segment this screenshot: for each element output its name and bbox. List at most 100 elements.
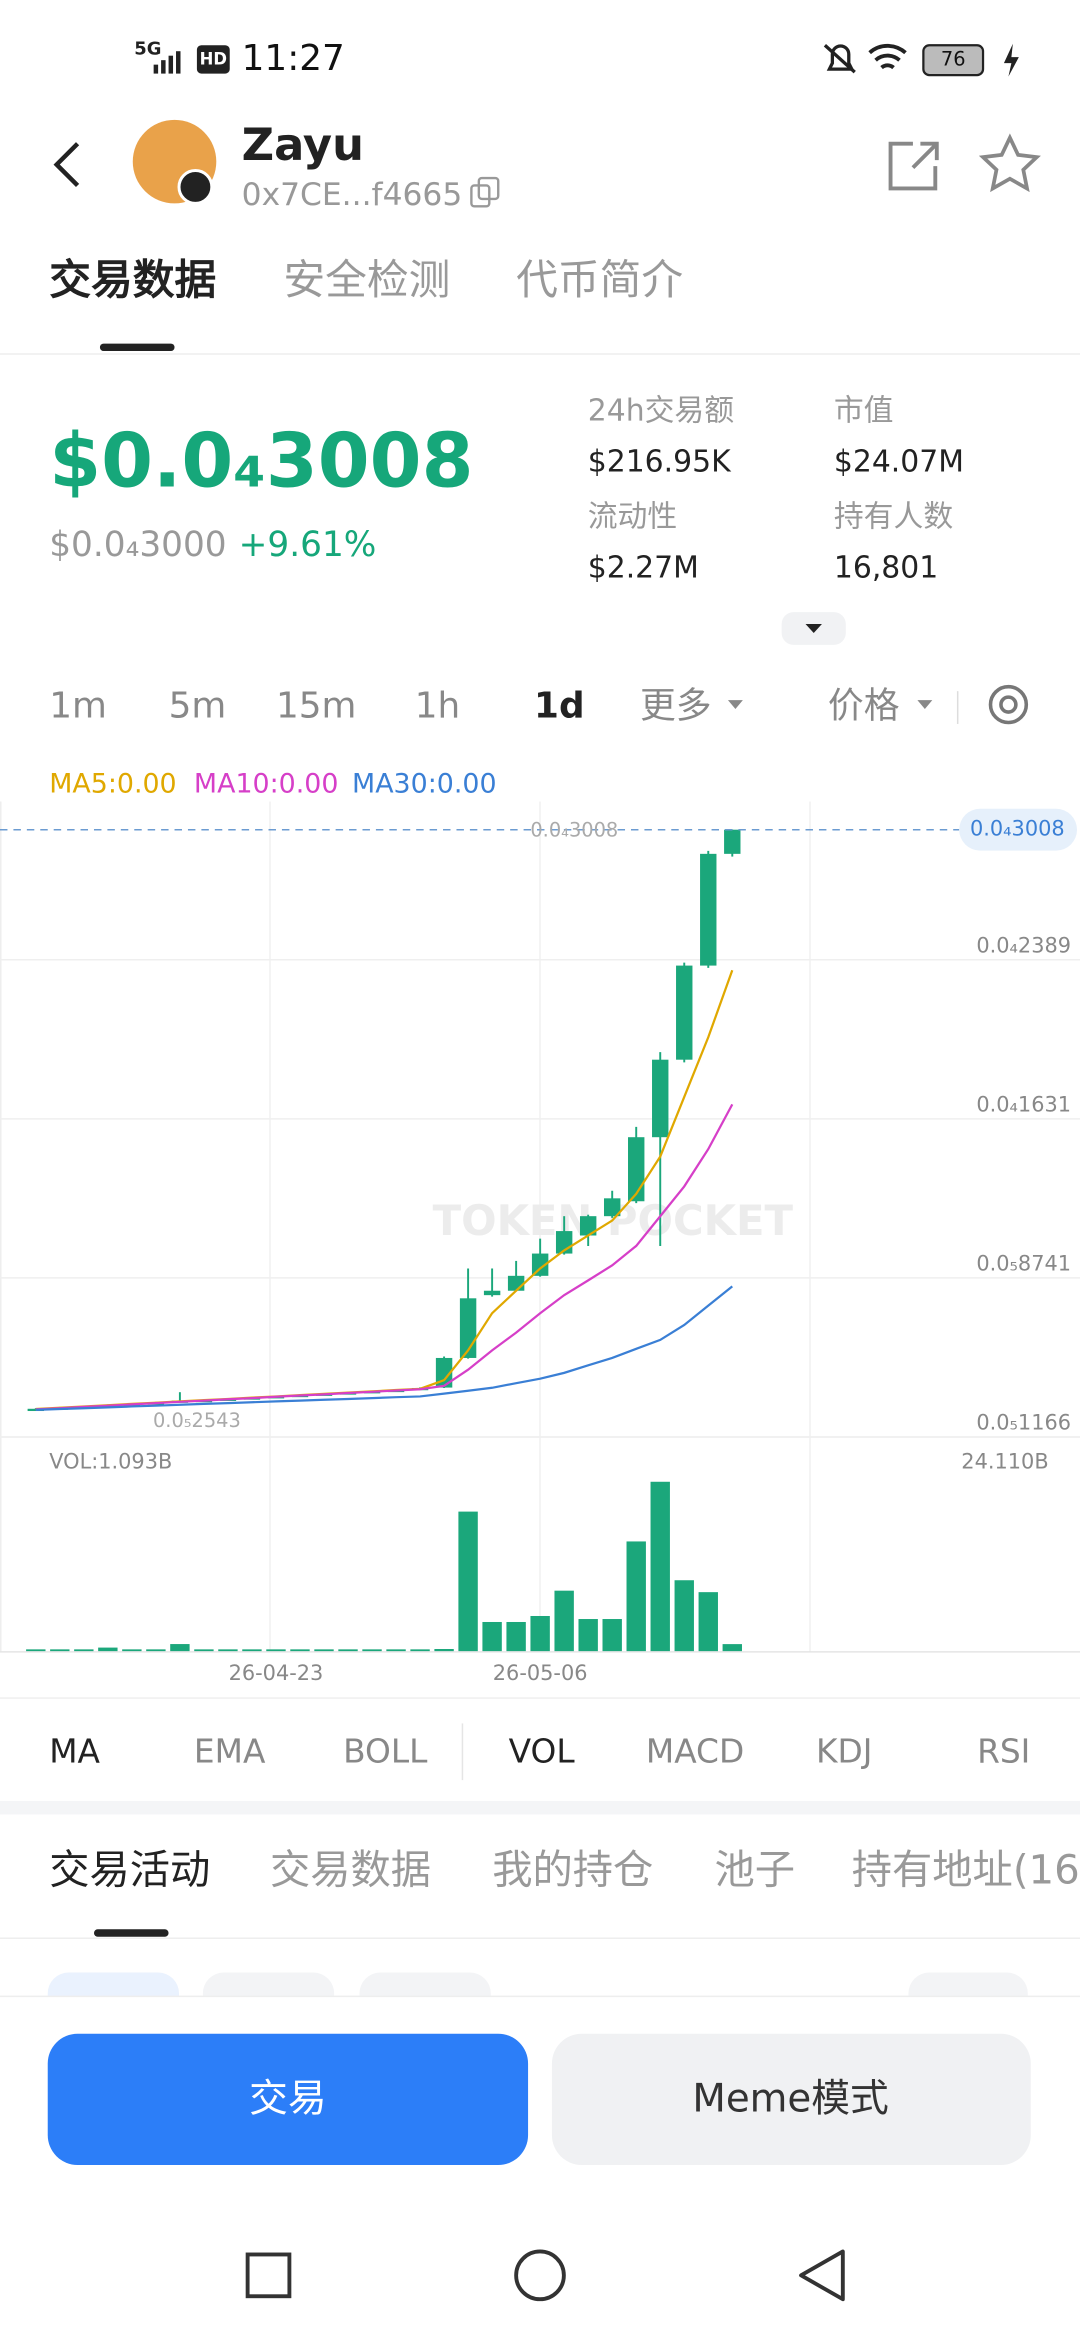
tab-indicator [93, 1929, 169, 1937]
volume-bar [266, 1649, 286, 1652]
volume-bar [314, 1649, 334, 1652]
share-button[interactable] [888, 141, 939, 191]
volume-bar [698, 1592, 718, 1652]
current-price-badge [959, 808, 1078, 851]
interval-more[interactable]: 更多 [640, 686, 712, 727]
candle-body [27, 1408, 45, 1412]
trade-button[interactable] [47, 2033, 529, 2165]
charging-icon [1003, 43, 1019, 77]
volume-bar [626, 1541, 646, 1652]
indicator[interactable]: EMA [194, 1733, 266, 1771]
tab[interactable]: 交易活动 [49, 1848, 210, 1894]
interval[interactable]: 5m [169, 686, 227, 727]
stat-label: 市值 [834, 394, 894, 429]
tab[interactable]: 我的持仓 [492, 1848, 653, 1894]
dropdown-arrow [917, 700, 933, 710]
chain-badge [177, 169, 214, 205]
volume-bar [458, 1511, 478, 1652]
interval[interactable]: 1h [415, 686, 460, 727]
indicator[interactable]: KDJ [816, 1733, 872, 1771]
x-tick-label: 26-04-23 [229, 1661, 324, 1685]
candle-body [483, 1290, 501, 1296]
indicator[interactable]: BOLL [343, 1733, 428, 1771]
volume-bar [242, 1649, 262, 1652]
volume-bar [362, 1649, 382, 1652]
settings-button[interactable] [988, 684, 1029, 725]
candle-body [676, 965, 693, 1060]
hd-badge [196, 45, 230, 74]
tab-indicator [99, 343, 175, 352]
indicator[interactable]: MA [49, 1733, 100, 1771]
volume-bar [26, 1649, 46, 1652]
favorite-button[interactable] [978, 133, 1041, 193]
previous-price: $0.0₄3000 [49, 525, 226, 565]
x-tick-label: 26-05-06 [493, 1661, 588, 1685]
ma-legend: MA30:0.00 [352, 769, 497, 800]
stat-label: 持有人数 [834, 500, 953, 535]
candle-body [724, 829, 741, 854]
tab[interactable]: 安全检测 [283, 255, 450, 304]
meme-button[interactable] [551, 2033, 1031, 2165]
interval[interactable]: 1d [534, 686, 585, 727]
candle-body [435, 1357, 453, 1388]
volume-bar [146, 1649, 166, 1652]
trade-button-label: 交易 [249, 2076, 327, 2121]
expand-arrow [805, 624, 822, 633]
section-gap [0, 1800, 1080, 1815]
high-marker: 0.0₄3008 [530, 819, 618, 842]
price-change: +9.61% [239, 525, 377, 565]
current-price-label: 0.0₄3008 [970, 817, 1065, 841]
nav-recents[interactable] [245, 2252, 292, 2299]
interval[interactable]: 15m [276, 686, 356, 727]
chart-mode[interactable]: 价格 [828, 686, 900, 727]
tab[interactable]: 交易数据 [270, 1848, 431, 1894]
volume-bar [122, 1649, 142, 1652]
y-tick-label: 0.0₅8741 [976, 1251, 1071, 1275]
tab[interactable]: 交易数据 [49, 255, 216, 304]
tab[interactable]: 池子 [715, 1848, 796, 1894]
volume-bar [410, 1649, 430, 1652]
volume-bar [434, 1649, 454, 1652]
nav-home[interactable] [514, 2249, 566, 2302]
volume-bar [722, 1644, 742, 1652]
low-marker: 0.0₅2543 [153, 1409, 241, 1432]
ma-line [35, 1285, 733, 1411]
volume-bar [530, 1615, 550, 1652]
hd: HD [200, 50, 227, 69]
stat-value: 16,801 [834, 550, 938, 585]
volume-bar [290, 1649, 310, 1652]
indicator[interactable]: RSI [977, 1733, 1030, 1771]
token-name: Zayu [242, 118, 364, 171]
stat-value: $216.95K [588, 444, 732, 479]
battery-level: 76 [941, 48, 966, 71]
tab[interactable]: 代币简介 [516, 255, 683, 304]
current-price: $0.0₄3008 [49, 417, 473, 504]
volume-bar [650, 1481, 670, 1652]
tab[interactable]: 持有地址(16 [852, 1848, 1080, 1894]
copy-button[interactable] [470, 176, 500, 208]
y-tick-label: 0.0₅1166 [976, 1411, 1071, 1435]
nav-back[interactable] [799, 2249, 845, 2302]
mute-icon [823, 44, 856, 74]
battery [922, 44, 985, 77]
y-tick-label: 0.0₄1631 [976, 1092, 1071, 1116]
candle-body [652, 1059, 669, 1138]
back-button[interactable] [53, 142, 80, 188]
volume-bar [338, 1649, 358, 1652]
stat-value: $24.07M [834, 444, 964, 479]
volume-bar [74, 1649, 94, 1652]
interval[interactable]: 1m [49, 686, 107, 727]
indicator[interactable]: MACD [646, 1733, 744, 1771]
ma-line [35, 1103, 734, 1411]
dropdown-arrow [727, 700, 743, 710]
candle-body [700, 853, 717, 966]
indicator[interactable]: VOL [509, 1733, 576, 1771]
signal-icon [153, 51, 181, 74]
volume-tick-label: 24.110B [961, 1449, 1048, 1473]
volume-label: VOL:1.093B [49, 1449, 172, 1473]
volume-bar [554, 1590, 574, 1652]
stat-value: $2.27M [588, 550, 699, 585]
volume-bar [578, 1619, 598, 1652]
